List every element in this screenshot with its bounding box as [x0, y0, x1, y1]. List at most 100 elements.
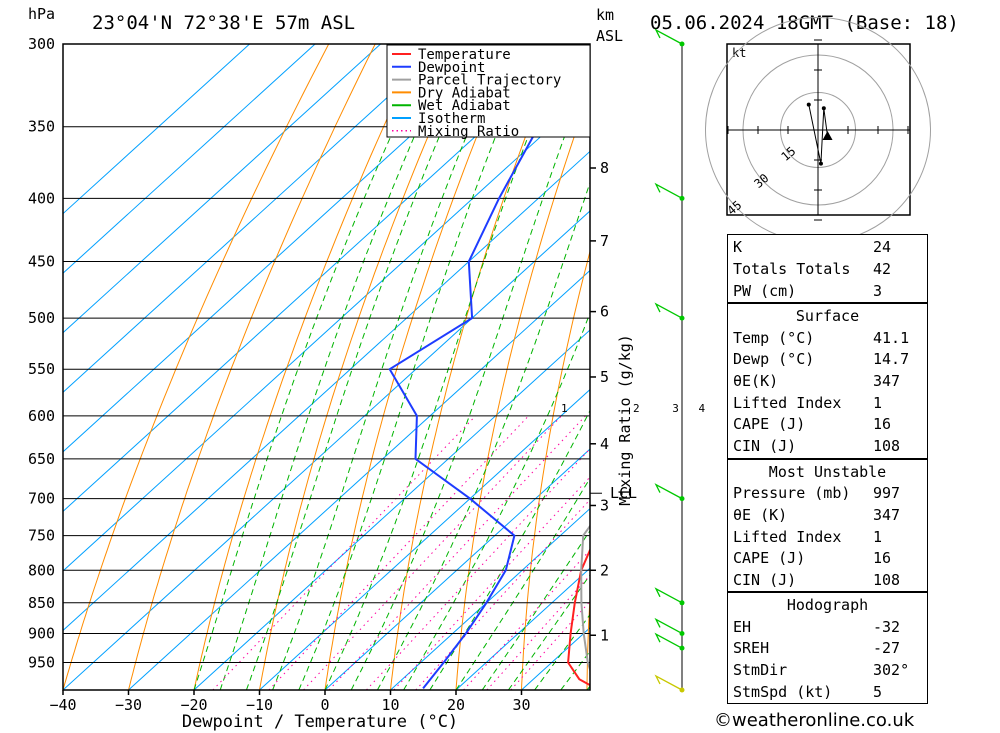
mu-cape-row: CAPE (J) 16: [728, 547, 927, 569]
dry-adiabat-line: [390, 44, 562, 690]
hodograph-point: [818, 161, 823, 166]
wind-barb: [654, 587, 683, 604]
dry-adiabat-line: [259, 44, 469, 690]
mu-cape-label: CAPE (J): [733, 549, 806, 567]
mixing-ratio-line: [366, 448, 590, 690]
x-tick-label: −20: [180, 696, 207, 714]
mixing-ratio-label: 2: [633, 402, 640, 415]
mu-title: Most Unstable: [768, 463, 887, 481]
isotherm-line: [63, 44, 512, 453]
profile-temperature: [567, 547, 590, 687]
x-tick-label: −40: [49, 696, 76, 714]
tt-value: 42: [873, 260, 892, 278]
x-axis-label: Dewpoint / Temperature (°C): [182, 712, 458, 732]
dry-adiabat-line: [193, 44, 423, 690]
pressure-tick-label: 800: [28, 561, 55, 579]
pressure-axis-ticks: 300 350 400 450 500 550 600 650 700 750 800 850 900 9…: [28, 35, 55, 671]
mixing-ratio-line: [328, 415, 586, 690]
sreh-row: SREH -27: [728, 637, 927, 659]
tt-label: Totals Totals: [733, 260, 851, 278]
mixing-ratio-line: [510, 600, 590, 690]
legend-label: Dewpoint: [418, 60, 485, 76]
k-label: K: [733, 238, 743, 256]
pressure-tick-label: 850: [28, 594, 55, 612]
pressure-tick-label: 650: [28, 450, 55, 468]
eh-row: EH -32: [728, 616, 927, 638]
height-tick-label: 6: [600, 303, 609, 321]
x-tick-label: 0: [320, 696, 329, 714]
legend-label: Wet Adiabat: [418, 98, 511, 114]
mixing-ratio-line: [303, 415, 562, 690]
sreh-value: -27: [873, 639, 901, 657]
wet-adiabat-line: [324, 44, 565, 690]
stmdir-value: 302°: [873, 661, 910, 679]
wind-barb: [654, 617, 683, 635]
surface-cape-label: CAPE (J): [733, 415, 806, 433]
surface-dewp-label: Dewp (°C): [733, 350, 815, 368]
surface-li-value: 1: [873, 394, 883, 412]
legend-label: Parcel Trajectory: [418, 73, 561, 89]
most-unstable-panel: Most Unstable Pressure (mb) 997 θE (K) 347…: [727, 459, 928, 592]
legend-box: [386, 44, 591, 138]
hodograph-point: [821, 106, 826, 111]
surface-temp-row: Temp (°C) 41.1: [728, 327, 927, 349]
isotherm-line: [324, 448, 590, 690]
mu-cin-row: CIN (J) 108: [728, 569, 927, 591]
surface-temp-label: Temp (°C): [733, 329, 815, 347]
pressure-tick-label: 700: [28, 490, 55, 508]
wet-adiabat-line: [245, 44, 480, 690]
dry-adiabat-line: [63, 44, 330, 690]
profile-parcel-trajectory: [580, 524, 590, 673]
mu-li-label: Lifted Index: [733, 528, 842, 546]
indices-panel: K 24 Totals Totals 42 PW (cm) 3: [727, 234, 928, 303]
tt-row: Totals Totals 42: [728, 258, 927, 280]
pressure-tick-label: 500: [28, 309, 55, 327]
height-tick-label: 8: [600, 159, 609, 177]
surface-title: Surface: [795, 307, 860, 325]
mixing-ratio-line: [486, 574, 590, 690]
wind-barb: [654, 632, 683, 649]
mu-pressure-row: Pressure (mb) 997: [728, 482, 927, 504]
height-tick-label: 4: [600, 435, 609, 453]
surface-cin-value: 108: [873, 437, 901, 455]
wet-adiabat-line: [403, 311, 590, 690]
mixing-ratio-line: [268, 415, 529, 690]
height-axis-ticks: 1 2 3 4 5 6 7 8 LCL: [590, 159, 637, 644]
x-tick-label: −10: [246, 696, 273, 714]
pressure-unit-label: hPa: [28, 5, 55, 23]
isotherm-line: [63, 91, 590, 572]
isotherm-line: [455, 567, 590, 690]
legend-label: Mixing Ratio: [418, 124, 519, 140]
pressure-tick-label: 950: [28, 653, 55, 671]
pressure-tick-label: 600: [28, 407, 55, 425]
isotherm-line: [63, 210, 590, 690]
profile-dewpoint: [388, 44, 565, 690]
mu-theta-row: θE (K) 347: [728, 504, 927, 526]
wet-adiabat-line: [481, 529, 590, 690]
mu-theta-label: θE (K): [733, 506, 788, 524]
mixing-ratio-label: 1: [561, 402, 568, 415]
isotherm-line: [63, 44, 316, 274]
mixing-ratio-line: [393, 476, 590, 690]
mixing-ratio-axis-label: Mixing Ratio (g/kg): [616, 334, 634, 506]
height-unit-label-km: km: [596, 6, 614, 24]
height-tick-label: 1: [600, 626, 609, 644]
surface-dewp-value: 14.7: [873, 350, 910, 368]
wet-adiabat-line: [376, 181, 590, 690]
mu-cin-value: 108: [873, 571, 901, 589]
isotherm-line: [390, 507, 590, 690]
wet-adiabat-line: [298, 44, 534, 690]
isotherm-line: [63, 44, 447, 393]
stmspd-label: StmSpd (kt): [733, 683, 833, 701]
pw-label: PW (cm): [733, 282, 797, 300]
pressure-tick-label: 450: [28, 253, 55, 271]
surface-cape-row: CAPE (J) 16: [728, 413, 927, 435]
isotherm-line: [259, 388, 590, 690]
mixing-ratio-line: [463, 549, 590, 690]
mu-li-value: 1: [873, 528, 883, 546]
wind-barb: [654, 302, 683, 319]
sreh-label: SREH: [733, 639, 770, 657]
dry-adiabat-line: [949, 44, 980, 690]
